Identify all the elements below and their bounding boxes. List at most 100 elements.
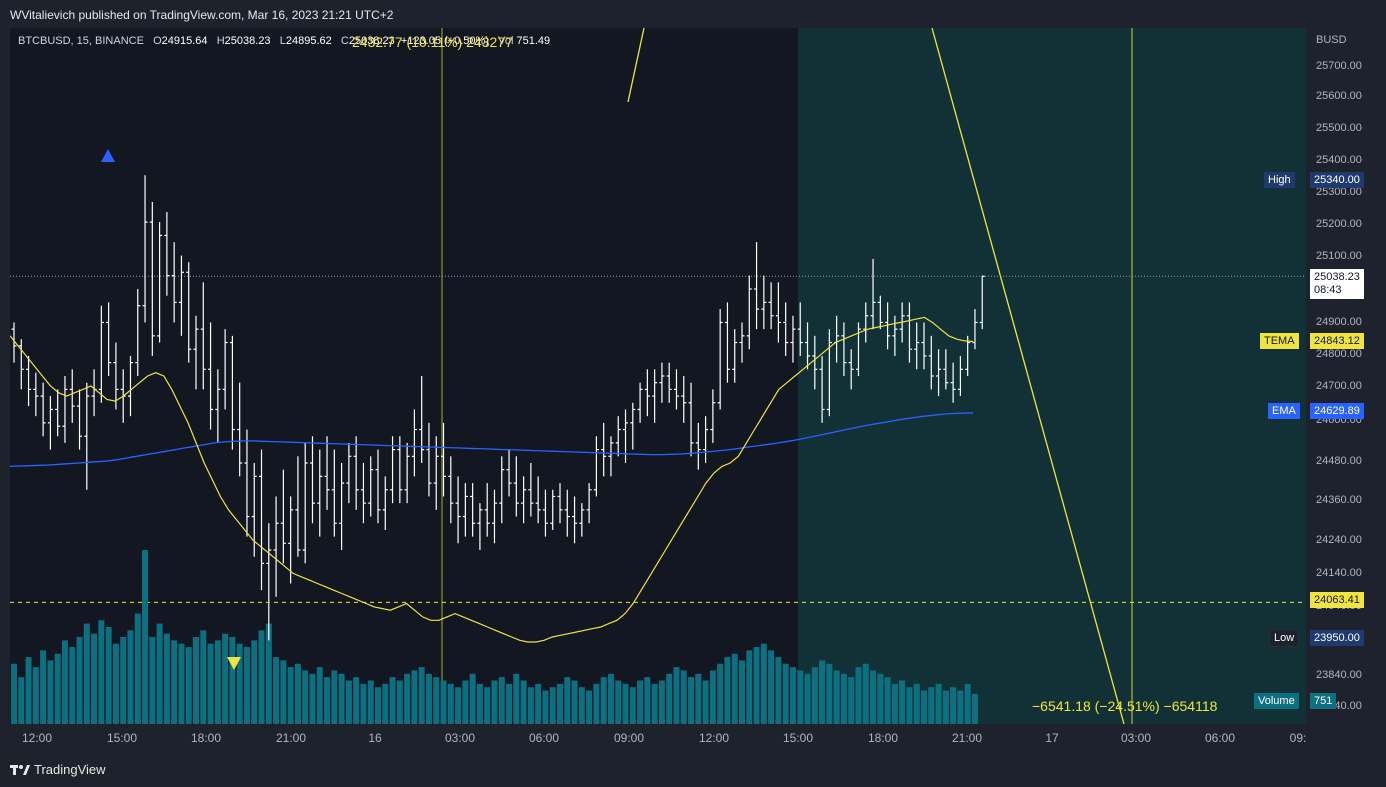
volume-bar [25,657,32,724]
volume-bar [105,626,112,724]
volume-bar [688,677,695,724]
volume-bar [222,633,229,724]
ohlc-bar [26,355,32,407]
ohlc-bar [353,436,359,510]
time-tick: 06:00 [1204,731,1236,745]
bar-countdown: 08:43 [1314,284,1342,296]
volume-bar [753,647,760,724]
volume-bar [760,643,767,724]
volume-bar [870,670,877,724]
ohlc-bar [346,442,352,504]
ohlc-bar [339,463,345,550]
legend-open: 24915.64 [161,35,208,47]
price-tick: 24800.00 [1316,348,1362,360]
volume-bar [557,683,563,724]
price-axis[interactable]: BUSD 25700.00 25600.00 25500.00 25400.00 253… [1254,28,1386,724]
volume-bar [702,680,709,724]
ohlc-bar [681,376,687,423]
ohlc-bar [819,355,825,423]
ohlc-bar [928,335,934,390]
buy-signal-marker [101,149,115,162]
volume-bar [622,683,629,724]
volume-bar [615,680,622,724]
volume-bar [739,660,745,724]
ohlc-bar [652,369,658,423]
ohlc-bar [368,456,374,517]
volume-bar [578,687,585,724]
volume-bar [768,650,775,724]
ohlc-bar [826,329,832,417]
volume-bar [819,660,826,724]
ohlc-bar [157,222,163,343]
ohlc-bar [768,282,774,330]
ohlc-bar [244,429,250,537]
price-tick: 25500.00 [1316,122,1362,134]
ohlc-bar [528,463,534,517]
legend-symbol: BTCBUSD, 15, BINANCE [18,35,144,47]
time-tick: 15:00 [106,731,138,745]
volume-bar [149,637,156,724]
ohlc-bar [615,416,621,457]
ohlc-bar [11,322,17,363]
ohlc-bar [637,382,643,423]
ohlc-bar [586,483,592,524]
ohlc-bar [957,355,963,397]
ohlc-bar [178,255,184,336]
current-price-tag: 25038.23 08:43 [1310,269,1364,299]
ohlc-bar [390,436,396,504]
price-tick: 24360.00 [1316,494,1362,506]
volume-bar [178,643,185,724]
ohlc-bar [841,322,847,376]
ohlc-bar [113,342,119,410]
volume-bar [571,680,578,724]
ohlc-bar [142,175,148,323]
ohlc-bar [397,436,403,504]
tradingview-logo[interactable]: TradingView [10,762,106,777]
volume-bar [476,683,483,724]
ohlc-bar [542,489,548,537]
price-tick: 24140.00 [1316,567,1362,579]
volume-bar [389,677,396,724]
chart-area[interactable]: BTCBUSD, 15, BINANCE O24915.64 H25038.23… [10,28,1306,724]
price-tick: 25300.00 [1316,186,1362,198]
chart-canvas[interactable] [10,28,1306,724]
ohlc-bar [805,322,811,370]
volume-bar [498,677,505,724]
ohlc-bar [550,489,556,530]
volume-bar [535,683,542,724]
ohlc-bar [724,302,730,383]
volume-bar [185,647,192,724]
price-tick: 25200.00 [1316,218,1362,230]
price-tick: 23840.00 [1316,669,1362,681]
ohlc-bar [69,369,75,423]
volume-bar [644,677,651,724]
time-tick: 15:00 [782,731,814,745]
time-tick: 21:00 [275,731,307,745]
ohlc-bar [484,483,490,537]
volume-bar [899,680,906,724]
ohlc-bar [943,349,949,390]
ohlc-bar [477,503,483,550]
volume-bar [921,690,927,724]
volume-bar [782,663,789,724]
ohlc-bar [623,409,629,463]
ohlc-bar [965,335,971,376]
volume-bar [163,633,170,724]
ohlc-bar [91,369,97,417]
volume-bar [142,550,149,724]
volume-bar [440,680,447,724]
ohlc-bar [127,355,133,417]
high-tag-label: High [1264,172,1295,188]
volume-bar [942,690,949,724]
measure-top-label: 2432.77 (10.11%) 243277 [352,34,513,50]
ohlc-bar [936,349,942,397]
ohlc-bar [739,322,745,363]
volume-tag-value: 751 [1310,693,1337,709]
ohlc-bar [259,449,265,591]
volume-bar [236,643,243,724]
ohlc-bar [229,335,235,450]
low-tag-label: Low [1269,629,1300,647]
ohlc-bar [703,416,709,463]
time-axis[interactable]: 12:00 15:00 18:00 21:00 16 03:00 06:00 09:00 12:… [0,724,1306,752]
ohlc-legend: BTCBUSD, 15, BINANCE O24915.64 H25038.23… [18,35,550,47]
